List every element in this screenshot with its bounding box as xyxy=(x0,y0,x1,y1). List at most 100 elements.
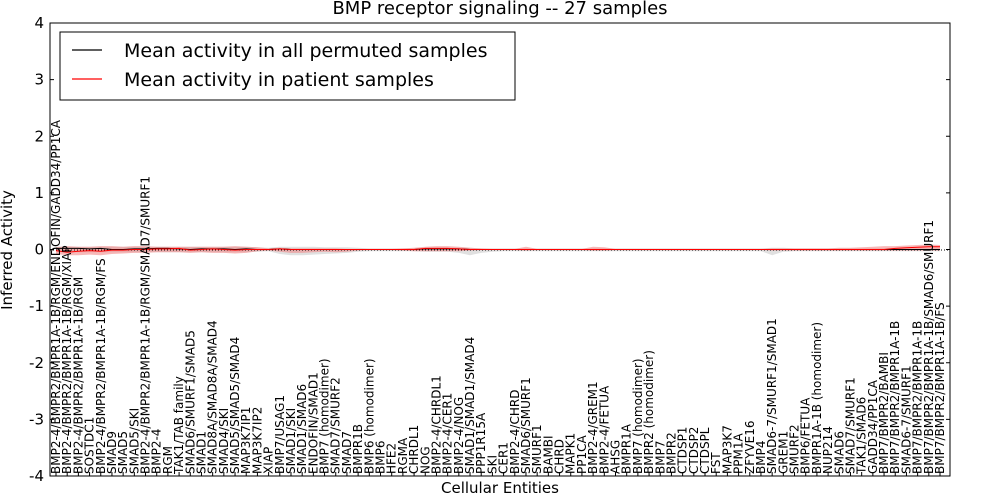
category-label: SMAD6-7/SMURF1/SMAD1 xyxy=(765,318,779,474)
category-label: BMP2-4/GREM1 xyxy=(586,381,600,474)
x-axis-label: Cellular Entities xyxy=(441,479,559,497)
category-label: HFE2 xyxy=(385,443,399,474)
category-label: SMAD1/SMAD1/SMAD4 xyxy=(463,337,477,474)
category-label: BMP2-4/CHRD xyxy=(508,390,522,474)
category-label: SMAD7/SMURF2 xyxy=(329,377,343,474)
category-label: SMAD1/SMAD6 xyxy=(295,384,309,474)
category-label: CTDSP1 xyxy=(676,427,690,474)
category-label: BMP2-4/NOG xyxy=(452,397,466,474)
category-label: SKI xyxy=(485,455,499,474)
category-label: SMAD7 xyxy=(340,431,354,474)
category-label: BMP2-4/BMPR2/BMPR1A-1B/RGM/FS xyxy=(94,258,108,474)
category-label: BMP2-4/BMPR2/BMPR1A-1B/RGM/XIAP xyxy=(60,245,74,474)
category-label: SMURF2 xyxy=(788,424,802,474)
category-label: BMP7/BMPR2/BMPR1A-1B xyxy=(911,321,925,474)
y-tick-label: -4 xyxy=(29,467,44,485)
category-label: BMPR1B xyxy=(351,424,365,474)
category-label: BMP7 (homodimer) xyxy=(631,358,645,474)
category-label: BMPR1A xyxy=(620,423,634,474)
category-label: BMP2-4/BMPR2/BMPR1A-1B/RGM/SMAD7/SMURF1 xyxy=(139,176,153,474)
category-label: BMP7 xyxy=(653,441,667,474)
category-label: SMAD6/SMURF1/SMAD5 xyxy=(183,330,197,474)
category-label: SMAD9 xyxy=(105,431,119,474)
category-label: RGMA xyxy=(396,437,410,474)
category-label: RGM xyxy=(161,446,175,474)
legend-label-patient: Mean activity in patient samples xyxy=(124,69,434,91)
category-label: BMP7/USAG1 xyxy=(273,395,287,474)
y-tick-label: -3 xyxy=(29,410,44,428)
category-label: BMP7 (homodimer) xyxy=(318,358,332,474)
category-label: SMAD8A/SMAD8A/SMAD4 xyxy=(206,320,220,474)
category-labels: BMP2-4/BMPR2/BMPR1A-1B/RGM/ENDOFIN/GADD3… xyxy=(49,119,947,476)
category-label: NUP214 xyxy=(821,426,835,474)
legend: Mean activity in all permuted samples Me… xyxy=(59,31,516,101)
category-label: BMP2-4/BMPR2/BMPR1A-1B/RGM xyxy=(71,277,85,474)
category-label: PPP1R15A xyxy=(474,412,488,474)
legend-box xyxy=(59,31,516,101)
y-tick-label: 0 xyxy=(34,241,44,259)
legend-label-permuted: Mean activity in all permuted samples xyxy=(124,40,487,62)
category-label: ENDOFIN/SMAD1 xyxy=(306,372,320,474)
category-label: BMP6 (homodimer) xyxy=(362,358,376,474)
y-tick-label: -1 xyxy=(29,297,44,315)
series-line-1 xyxy=(55,246,940,253)
category-label: MAP3K7IP1 xyxy=(239,407,253,474)
y-axis-ticks: -4 -3 -2 -1 0 1 2 3 4 xyxy=(29,14,950,485)
y-tick-label: 4 xyxy=(34,14,44,32)
category-label: SMAD1/SKI xyxy=(284,408,298,474)
category-label: BMP7/BMPR2/BMPR1A-1B xyxy=(888,321,902,474)
chart-title: BMP receptor signaling -- 27 samples xyxy=(332,0,667,19)
category-label: BMPR2 xyxy=(664,432,678,474)
category-label: PP1CA xyxy=(575,435,589,474)
category-label: BMP7/BMPR2/BAMBI xyxy=(877,352,891,474)
category-label: TAK1/TAB family xyxy=(172,376,186,475)
category-label: TAK1/SMAD6 xyxy=(855,397,869,475)
category-label: CHRD xyxy=(553,439,567,474)
category-label: FST xyxy=(709,452,723,474)
category-label: BMP6/FETUA xyxy=(799,397,813,474)
category-label: SMURF1 xyxy=(530,424,544,474)
category-label: SMAD7/SMURF1 xyxy=(844,377,858,474)
category-label: BMP2-4/CHRDL1 xyxy=(430,375,444,474)
category-label: CER1 xyxy=(497,442,511,474)
category-label: BMP4 xyxy=(754,441,768,474)
category-label: BMP2-4 xyxy=(150,429,164,474)
category-label: GREM1 xyxy=(776,431,790,474)
category-label: SMAD5 xyxy=(116,431,130,474)
category-label: MAP3K7IP2 xyxy=(250,407,264,474)
category-label: ZFYVE16 xyxy=(743,420,757,474)
category-label: BMP6 xyxy=(374,441,388,474)
category-label: BMP2-4/FETUA xyxy=(597,385,611,474)
category-label: BAMBI xyxy=(541,435,555,474)
category-label: BMPR2 (homodimer) xyxy=(642,350,656,474)
category-label: NOG xyxy=(418,446,432,474)
category-label: BMP2-4/CER1 xyxy=(441,393,455,474)
y-tick-label: 1 xyxy=(34,184,44,202)
y-tick-label: -2 xyxy=(29,354,44,372)
category-label: BMP7/BMPR2/BMPR1A-1B/SMAD6/SMURF1 xyxy=(922,220,936,474)
y-axis-label: Inferred Activity xyxy=(0,190,16,310)
plot-frame xyxy=(49,22,951,477)
category-label: MAP3K7 xyxy=(720,425,734,474)
category-label: BMP7/BMPR2/BMPR1A-1B/FS xyxy=(933,302,947,474)
category-label: AHSG xyxy=(609,440,623,474)
category-label: SMAD6-7/SMURF1 xyxy=(899,365,913,474)
category-label: CTDSPL xyxy=(698,427,712,474)
category-label: CTDSP2 xyxy=(687,427,701,474)
category-label: CHRDL1 xyxy=(407,425,421,474)
series-lines xyxy=(55,246,940,253)
category-label: XIAP xyxy=(262,447,276,474)
category-label: BMP2-4/BMPR2/BMPR1A-1B/RGM/ENDOFIN/GADD3… xyxy=(49,119,63,474)
category-label: SOSTDC1 xyxy=(83,417,97,474)
category-label: SMAD4/SKI xyxy=(217,408,231,474)
category-label: SMAD1 xyxy=(195,431,209,474)
y-tick-label: 3 xyxy=(34,71,44,89)
category-label: MAPK1 xyxy=(564,433,578,474)
category-label: SMAD5/SKI xyxy=(127,408,141,474)
category-label: SMAD6/SMURF1 xyxy=(519,377,533,474)
category-label: BMPR1A-1B (homodimer) xyxy=(810,322,824,474)
category-label: SMAD5/SMAD5/SMAD4 xyxy=(228,337,242,474)
category-label: PPM1A xyxy=(732,433,746,474)
y-tick-label: 2 xyxy=(34,127,44,145)
